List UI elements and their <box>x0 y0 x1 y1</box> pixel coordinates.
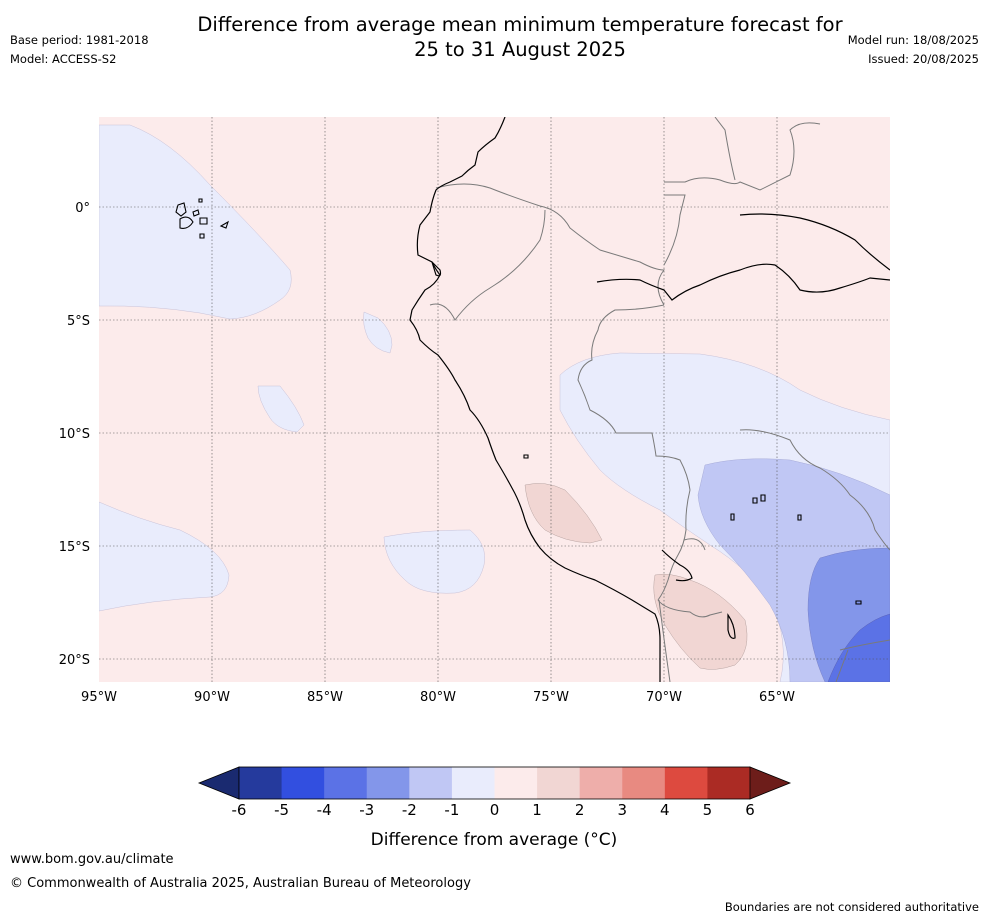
lon-tick-label: 65°W <box>759 690 795 705</box>
colorbar-tick-label: -2 <box>402 801 417 819</box>
anomaly-cool-patch <box>363 311 393 354</box>
colorbar-segment <box>409 767 453 799</box>
title-line-1: Difference from average mean minimum tem… <box>197 13 843 36</box>
lon-tick-label: 80°W <box>420 690 456 705</box>
lon-tick-label: 90°W <box>194 690 230 705</box>
galapagos-islands <box>175 198 862 605</box>
footer-copyright: © Commonwealth of Australia 2025, Austra… <box>10 876 471 891</box>
model-run: Model run: 18/08/2025 <box>847 33 979 47</box>
colorbar-tick-label: -4 <box>317 801 332 819</box>
map-area <box>99 117 890 682</box>
colorbar-frame <box>238 766 751 800</box>
map-gridlines <box>99 117 890 682</box>
colorbar: -6 -5 -4 -3 -2 -1 0 1 2 3 4 5 6 Difference from aver… <box>197 766 792 850</box>
colorbar-tick-label: 6 <box>745 801 755 819</box>
colorbar-tick-label: 2 <box>575 801 585 819</box>
colorbar-tick-label: 4 <box>660 801 670 819</box>
colorbar-over-arrow <box>749 766 792 800</box>
base-period: Base period: 1981-2018 <box>10 33 149 47</box>
coastline <box>409 117 890 682</box>
anomaly-cool-region-galapagos <box>99 124 292 320</box>
colorbar-label: Difference from average (°C) <box>371 830 618 850</box>
colorbar-tick-label: 5 <box>703 801 713 819</box>
footer-disclaimer: Boundaries are not considered authoritat… <box>724 900 979 914</box>
colorbar-tick-label: -3 <box>359 801 374 819</box>
lon-tick-label: 85°W <box>307 690 343 705</box>
country-borders <box>429 117 890 682</box>
lat-tick-label: 0° <box>75 201 90 216</box>
colorbar-segment <box>664 767 708 799</box>
title-line-2: 25 to 31 August 2025 <box>414 38 626 61</box>
anomaly-cool-region-4 <box>827 613 890 682</box>
colorbar-segment <box>494 767 538 799</box>
lon-tick-labels: 95°W 90°W 85°W 80°W 75°W 70°W 65°W <box>81 690 795 705</box>
colorbar-tick-labels: -6 -5 -4 -3 -2 -1 0 1 2 3 4 5 6 <box>232 801 755 819</box>
colorbar-tick-label: -6 <box>232 801 247 819</box>
colorbar-tick-label: -1 <box>444 801 459 819</box>
lat-tick-label: 20°S <box>59 653 90 668</box>
anomaly-cool-region-ocean <box>383 529 485 594</box>
colorbar-segment <box>239 767 283 799</box>
colorbar-under-arrow <box>197 766 240 800</box>
colorbar-tick-label: 0 <box>490 801 500 819</box>
lat-tick-label: 5°S <box>67 314 90 329</box>
anomaly-cool-patch <box>257 385 305 433</box>
colorbar-segments <box>239 767 751 799</box>
lat-tick-labels: 0° 5°S 10°S 15°S 20°S <box>59 201 90 668</box>
lon-tick-label: 95°W <box>81 690 117 705</box>
colorbar-tick-label: -5 <box>274 801 289 819</box>
lat-tick-label: 10°S <box>59 427 90 442</box>
colorbar-tick-label: 3 <box>617 801 627 819</box>
colorbar-segment <box>451 767 495 799</box>
anomaly-cool-region-west <box>99 501 230 612</box>
colorbar-segment <box>324 767 368 799</box>
colorbar-segment <box>579 767 623 799</box>
footer-url[interactable]: www.bom.gov.au/climate <box>10 852 174 867</box>
chart-title: Difference from average mean minimum tem… <box>120 12 920 62</box>
lon-tick-label: 75°W <box>533 690 569 705</box>
colorbar-segment <box>707 767 751 799</box>
anomaly-warm-patch-altiplano <box>653 573 748 670</box>
colorbar-segment <box>537 767 581 799</box>
model-name: Model: ACCESS-S2 <box>10 52 117 66</box>
issued-date: Issued: 20/08/2025 <box>868 52 979 66</box>
colorbar-segment <box>366 767 410 799</box>
colorbar-tick-label: 1 <box>532 801 542 819</box>
lon-tick-label: 70°W <box>646 690 682 705</box>
lat-tick-label: 15°S <box>59 540 90 555</box>
anomaly-warm-patch <box>524 483 603 544</box>
colorbar-segment <box>622 767 666 799</box>
colorbar-segment <box>281 767 325 799</box>
